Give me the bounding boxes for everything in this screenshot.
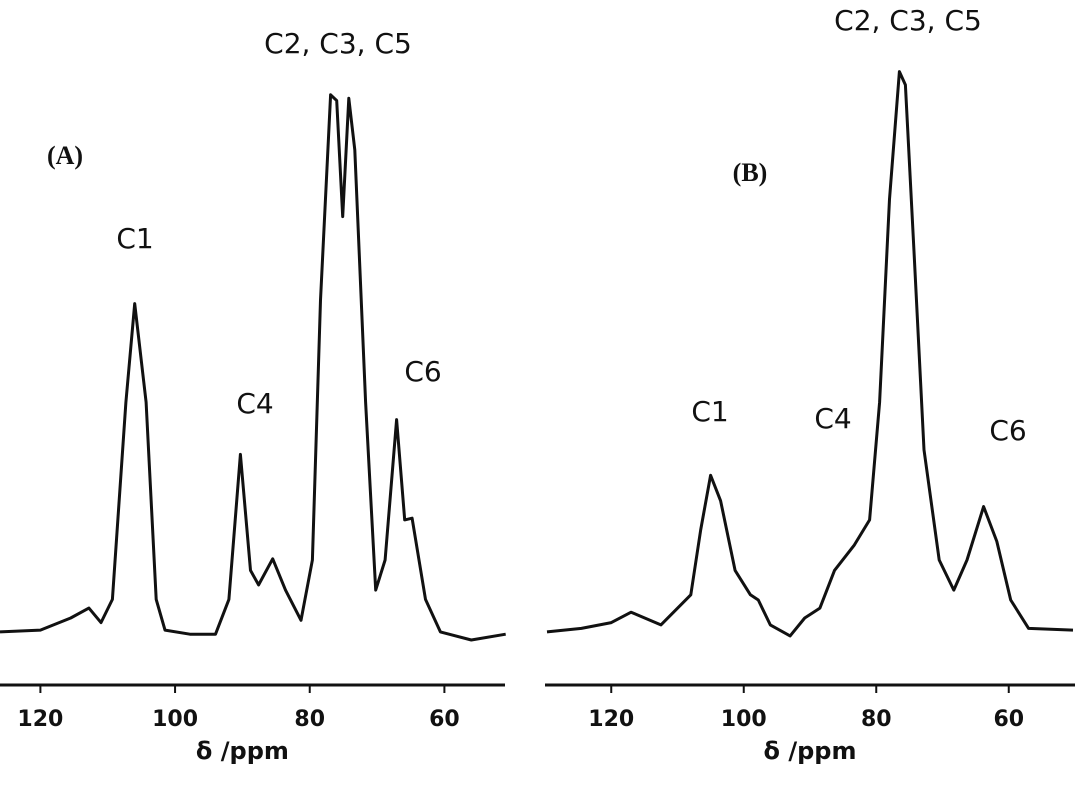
peak-label: C2, C3, C5 xyxy=(264,27,412,60)
spectrum-line xyxy=(0,93,506,642)
x-tick-label: 100 xyxy=(721,707,767,732)
x-tick-label: 60 xyxy=(993,707,1024,732)
x-tick-label: 100 xyxy=(152,707,198,732)
spectrum-line xyxy=(546,70,1074,638)
x-tick-label: 80 xyxy=(861,707,892,732)
x-tick-label: 120 xyxy=(17,707,63,732)
peak-label: C2, C3, C5 xyxy=(834,4,982,37)
peak-label: C1 xyxy=(116,222,153,255)
peak-label: C4 xyxy=(814,402,851,435)
peak-label: C6 xyxy=(989,414,1026,447)
panel-label: (A) xyxy=(47,141,83,170)
x-tick-label: 120 xyxy=(588,707,634,732)
peak-label: C1 xyxy=(691,395,728,428)
peak-label: C4 xyxy=(236,387,273,420)
peak-label: C6 xyxy=(404,355,441,388)
panel-label: (B) xyxy=(733,158,768,187)
x-axis-label: δ /ppm xyxy=(196,737,289,765)
x-tick-label: 60 xyxy=(429,707,460,732)
x-tick-label: 80 xyxy=(294,707,325,732)
x-axis-label: δ /ppm xyxy=(764,737,857,765)
